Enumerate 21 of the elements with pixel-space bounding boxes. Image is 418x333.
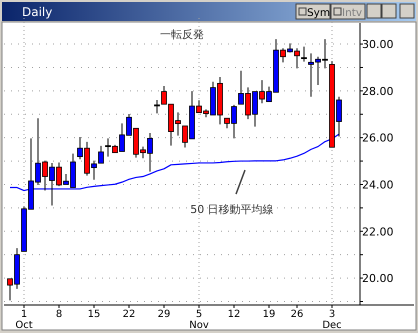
- x-tick-label: 5 Nov: [189, 309, 209, 331]
- y-tick-label: 20.00: [362, 272, 394, 286]
- text: 50 日移動平均線: [190, 203, 274, 216]
- annotation: 一転反発: [160, 28, 204, 41]
- x-tick-label: 22: [122, 309, 136, 320]
- x-tick-label: 8: [56, 309, 62, 320]
- text: Sym: [307, 7, 330, 19]
- x-tick-label: 15: [88, 309, 100, 320]
- text: Intv: [342, 7, 362, 19]
- x-tick-label: 19: [262, 309, 276, 320]
- x-tick-label: 26: [290, 309, 304, 320]
- x-tick-label: 29: [158, 309, 170, 320]
- y-tick-label: 22.00: [362, 225, 394, 238]
- x-tick-label: 1 Oct: [15, 309, 33, 331]
- y-tick-label: 30.00: [362, 38, 394, 52]
- y-tick-label: 24.00: [362, 178, 394, 192]
- y-tick-label: 28.00: [362, 84, 394, 98]
- y-tick-label: 26.00: [362, 132, 394, 145]
- x-tick-label: 3 Dec: [322, 309, 342, 331]
- chart-title: Daily: [22, 5, 52, 19]
- x-tick-label: 12: [228, 309, 240, 320]
